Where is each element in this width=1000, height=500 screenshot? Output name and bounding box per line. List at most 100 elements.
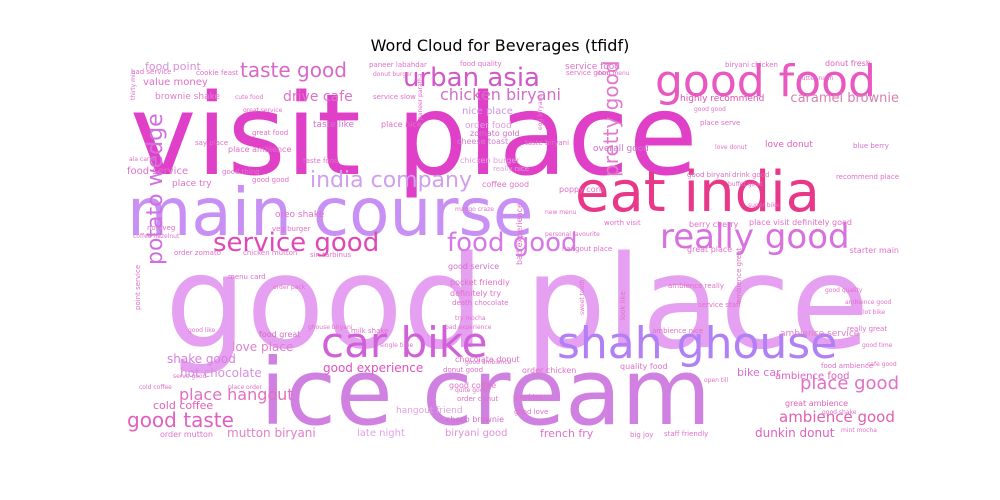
word-order-food: order food: [465, 121, 512, 131]
word-personal-favourite: personal favourite: [545, 231, 600, 238]
word-super-bike: super bike: [748, 202, 780, 209]
word-mutton-biryani: mutton biryani: [227, 426, 316, 440]
word-hangout-place: hangout place: [562, 245, 613, 253]
word-main-course: main course: [127, 174, 534, 251]
word-poppy-corn: poppy corn: [559, 185, 604, 194]
word-urban-asia: urban asia: [403, 63, 540, 93]
word-serve-good: serve good: [173, 373, 207, 380]
word-cafe-good: cafe good: [867, 361, 897, 368]
word-coffee-good: coffee good: [482, 180, 530, 189]
word-service-slow: service slow: [373, 93, 416, 101]
word-drive-cafe: drive cafe: [283, 89, 353, 105]
word-look-like: look like: [619, 291, 627, 320]
word-ambience-really: ambience really: [668, 282, 724, 290]
word-great-place: great place: [687, 245, 733, 254]
word-point-service: point service: [134, 264, 142, 310]
word-mint-mocha: mint mocha: [841, 427, 877, 434]
word-shake-good: shake good: [167, 352, 236, 366]
word-good-coffee: good coffee: [449, 381, 497, 390]
word-taste-food: taste food: [303, 157, 339, 165]
word-paneer-paratha: paneer paratha: [417, 73, 424, 120]
word-food-great: food great: [259, 330, 301, 339]
word-item-menu: item menu: [597, 70, 630, 77]
word-good-try: good try: [513, 393, 543, 401]
word-caramel-brownie: caramel brownie: [790, 91, 899, 106]
word-taste-biryani: taste biryani: [525, 139, 570, 147]
word-dunkin-donut: dunkin donut: [755, 426, 835, 440]
word-chicken-mutton: chicken mutton: [243, 249, 298, 257]
word-oreo-shake: oreo shake: [275, 210, 325, 220]
word-death-chocolate: death chocolate: [452, 299, 509, 307]
word-butter-naan: butter naan: [798, 75, 834, 82]
word-good-shake: good shake: [822, 409, 857, 416]
word-really-great: really great: [847, 325, 888, 333]
word-quite-good: quite good: [455, 387, 488, 394]
word-definitely-try: definitely try: [450, 289, 502, 298]
word-food-point: food point: [145, 60, 201, 73]
word-service-good: service good: [213, 228, 380, 258]
word-great-food: great food: [252, 129, 289, 137]
word-zomato-gold: zomato gold: [470, 129, 520, 138]
word-open-till: open till: [704, 377, 729, 384]
word-good-good: good good: [252, 176, 290, 184]
word-mango-craze: mango craze: [455, 206, 494, 213]
word-place-hangout: place hangout: [179, 385, 294, 404]
word-brownie-shake: brownie shake: [155, 92, 221, 102]
word-recommend-place: recommend place: [835, 173, 899, 181]
word-cold-coffee: cold coffee: [153, 399, 214, 412]
word-place-serve: place serve: [700, 119, 741, 127]
word-hot-chocolate: hot chocolate: [180, 366, 262, 380]
word-choco-brownie: choco brownie: [446, 415, 505, 424]
word-order-zomato: order zomato: [174, 249, 221, 257]
word-good-ambience: good ambience: [465, 359, 512, 366]
word-cold-coffee: cold coffee: [139, 384, 172, 391]
word-staff-friendly: staff friendly: [664, 430, 709, 438]
word-great-ambience: great ambience: [785, 399, 849, 408]
word-sweet-tooth: sweet tooth: [579, 279, 586, 315]
word-love-place: love place: [232, 340, 294, 354]
word-good-good: good good: [694, 106, 726, 113]
word-chicken-biryani: chicken biryani: [440, 85, 561, 104]
word-service-good: service good: [566, 69, 611, 77]
word-single-time: single time: [380, 342, 414, 349]
word-food-ambience: food ambience: [821, 362, 874, 370]
word-lot-bike: lot bike: [863, 309, 886, 316]
word-veg-burger: veg burger: [272, 225, 311, 233]
word-order-pack: order pack: [273, 284, 306, 291]
word-hangout-friend: hangout friend: [396, 406, 463, 416]
word-berry-cherry: berry cherry: [689, 220, 739, 229]
word-service-staff: service staff: [698, 301, 741, 309]
word-donut-good: donut good: [443, 366, 484, 374]
word-love-donut: love donut: [765, 140, 813, 150]
word-say-place: say place: [195, 139, 229, 147]
word-ambience-good: ambience good: [779, 408, 895, 426]
word-place-good: place good: [799, 373, 899, 394]
word-cute-food: cute food: [235, 94, 264, 101]
word-shah-ghouse: shah ghouse: [557, 318, 838, 369]
word-order-mutton: order mutton: [160, 430, 213, 439]
word-good-biryani: good biryani: [687, 171, 731, 179]
word-blue-berry: blue berry: [853, 142, 889, 150]
word-good-time: good time: [862, 342, 893, 349]
word-food-good: food good: [447, 228, 578, 258]
word-bike-car: bike car: [737, 366, 781, 379]
word-paneer-labahdar: paneer labahdar: [369, 61, 427, 69]
word-late-night: late night: [357, 428, 405, 439]
word-bad-service: bad service: [131, 68, 172, 76]
word-ambience-great: ambience great: [735, 247, 743, 303]
word-bad-experience: bad experience: [515, 203, 524, 265]
word-really-good: really good: [660, 217, 850, 257]
word-pretty-good: pretty good: [599, 60, 623, 177]
word-ice-cream: ice cream: [260, 339, 711, 440]
word-worth-visit: worth visit: [604, 219, 641, 227]
word-love-donut: love donut: [715, 144, 747, 151]
word-good-place: good place: [165, 229, 870, 378]
word-coffee-hazelnut: coffee hazelnut: [133, 233, 180, 240]
word-good-service: good service: [448, 262, 500, 271]
word-service-food: service food: [565, 62, 620, 72]
word-thirty-min: thirty min: [130, 70, 137, 100]
figure-title: Word Cloud for Beverages (tfidf): [370, 36, 630, 55]
word-cheese-toast: cheese toast: [457, 137, 509, 146]
word-try-mocha: try mocha: [455, 315, 486, 322]
word-nice-place: nice place: [462, 106, 513, 117]
